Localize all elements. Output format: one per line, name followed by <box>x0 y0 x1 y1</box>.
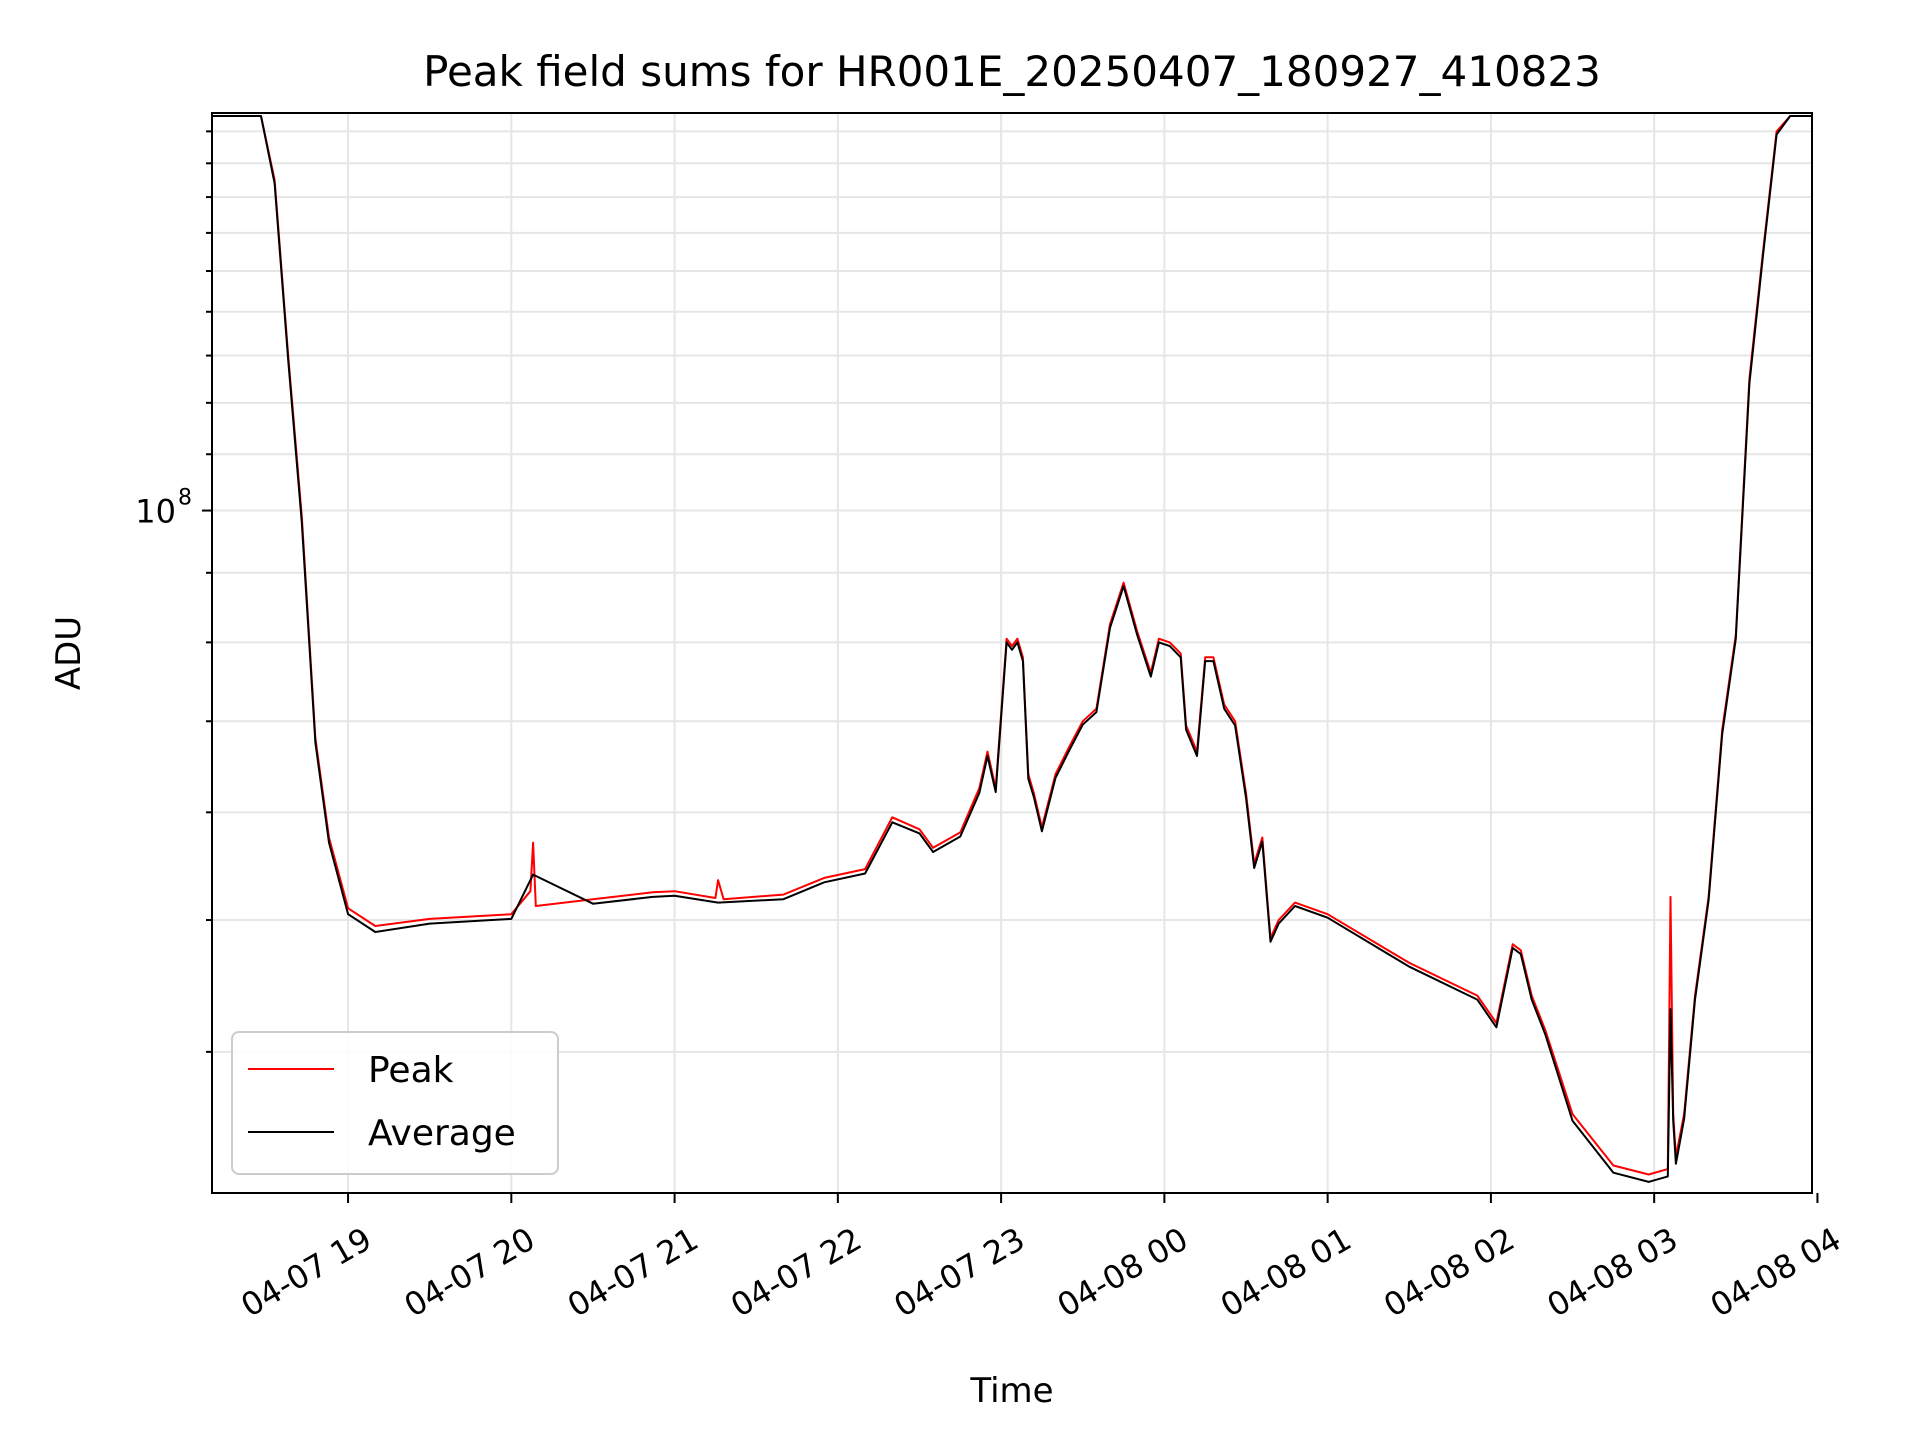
chart-title: Peak field sums for HR001E_20250407_1809… <box>423 47 1601 96</box>
legend: Peak Average <box>231 1031 559 1175</box>
grid <box>212 113 1812 1193</box>
y-tick-label: 10 <box>135 493 176 531</box>
legend-label-average: Average <box>368 1113 516 1154</box>
plot-frame <box>211 112 1813 1194</box>
legend-box <box>231 1031 559 1175</box>
y-axis: 10 8 <box>135 130 212 1053</box>
y-axis-label: ADU <box>49 616 89 690</box>
x-axis-label: Time <box>969 1371 1053 1411</box>
series-line-average <box>212 115 1812 1183</box>
y-tick-exponent: 8 <box>178 486 192 511</box>
legend-label-peak: Peak <box>368 1050 454 1091</box>
series-layer <box>212 115 1812 1183</box>
